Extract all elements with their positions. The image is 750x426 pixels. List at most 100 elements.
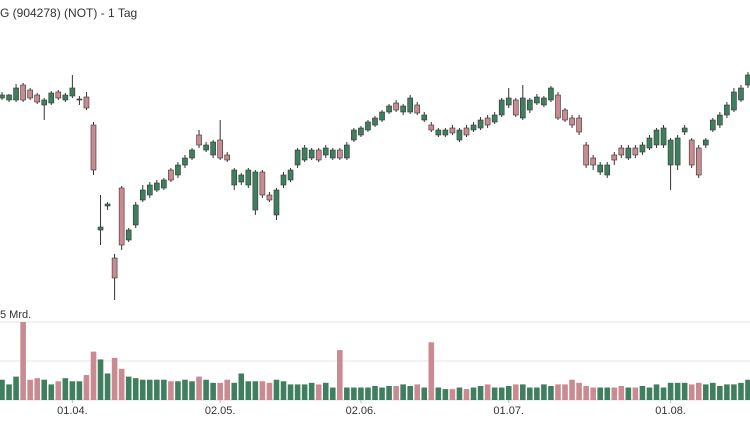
- volume-bar: [583, 386, 589, 400]
- volume-bar: [485, 384, 491, 400]
- volume-bar: [738, 383, 744, 400]
- candle-body: [640, 145, 645, 152]
- candle-body: [654, 130, 659, 145]
- volume-bar: [295, 384, 301, 400]
- candle-body: [668, 140, 673, 165]
- candle-body: [267, 195, 272, 200]
- candle-body: [21, 85, 26, 100]
- volume-bar: [105, 373, 111, 400]
- volume-bar: [0, 380, 5, 400]
- candle-body: [555, 95, 560, 118]
- volume-bar: [56, 381, 62, 400]
- candle-body: [499, 100, 504, 115]
- volume-bar: [393, 386, 399, 400]
- volume-bar: [288, 384, 294, 400]
- x-tick-label: 01.07.: [493, 405, 524, 417]
- volume-bar: [196, 377, 202, 400]
- candle-body: [218, 140, 223, 158]
- candle-body: [415, 105, 420, 113]
- volume-bar: [379, 388, 385, 400]
- volume-bar: [506, 386, 512, 400]
- volume-bar: [77, 381, 83, 400]
- candle-body: [133, 205, 138, 225]
- candle-body: [471, 125, 476, 130]
- volume-bar: [597, 388, 603, 400]
- candle-body: [387, 106, 392, 112]
- candle-body: [534, 97, 539, 103]
- volume-bar: [457, 388, 463, 400]
- volume-bar: [661, 388, 667, 400]
- candle-body: [239, 175, 244, 182]
- candle-body: [570, 118, 575, 125]
- volume-bar: [112, 358, 118, 400]
- volume-bar: [675, 383, 681, 400]
- volume-bar: [745, 380, 750, 400]
- volume-bar: [414, 384, 420, 400]
- candle-body: [49, 93, 54, 103]
- volume-bar: [267, 383, 273, 400]
- candle-body: [175, 165, 180, 175]
- volume-bar: [175, 381, 181, 400]
- volume-bar: [48, 384, 54, 400]
- volume-bar: [576, 383, 582, 400]
- candle-body: [140, 190, 145, 200]
- candle-body: [35, 95, 40, 102]
- volume-bar: [281, 381, 287, 400]
- candle-body: [598, 165, 603, 172]
- volume-bar: [400, 384, 406, 400]
- volume-bar: [13, 377, 19, 400]
- candle-body: [689, 140, 694, 165]
- volume-bar: [126, 377, 132, 400]
- candle-body: [288, 170, 293, 180]
- volume-bar: [619, 386, 625, 400]
- candle-body: [619, 148, 624, 155]
- candle-body: [492, 115, 497, 122]
- volume-bar: [633, 388, 639, 400]
- candle-body: [323, 148, 328, 155]
- volume-bar: [161, 380, 167, 400]
- candle-body: [478, 120, 483, 128]
- candle-body: [738, 88, 743, 100]
- candle-body: [91, 125, 96, 170]
- candle-body: [225, 155, 230, 160]
- volume-bar: [682, 383, 688, 400]
- candle-body: [401, 106, 406, 112]
- volume-bar: [365, 388, 371, 400]
- volume-bar: [203, 380, 209, 400]
- volume-bar: [492, 388, 498, 400]
- candle-body: [513, 100, 518, 115]
- candle-body: [358, 128, 363, 135]
- candle-body: [464, 128, 469, 135]
- volume-bar: [478, 386, 484, 400]
- candle-body: [309, 150, 314, 158]
- volume-bar: [316, 384, 322, 400]
- candle-body: [98, 227, 103, 230]
- x-tick-label: 01.08.: [655, 405, 686, 417]
- volume-bar: [133, 378, 139, 400]
- volume-bar: [541, 384, 547, 400]
- candle-body: [112, 258, 117, 278]
- candle-body: [232, 170, 237, 185]
- volume-bar: [351, 388, 357, 400]
- candle-body: [7, 95, 12, 100]
- candle-body: [422, 115, 427, 120]
- candle-body: [541, 98, 546, 105]
- volume-bar: [231, 383, 237, 400]
- volume-bar: [548, 386, 554, 400]
- candle-body: [70, 88, 75, 96]
- volume-bar: [499, 388, 505, 400]
- candle-body: [28, 90, 33, 98]
- candle-body: [647, 138, 652, 148]
- candle-body: [344, 145, 349, 158]
- volume-bar: [323, 383, 329, 400]
- volume-bar: [63, 378, 69, 400]
- volume-bar: [626, 388, 632, 400]
- candle-body: [746, 75, 750, 85]
- volume-bar: [154, 380, 160, 400]
- volume-bar: [429, 342, 435, 400]
- volume-bar: [182, 380, 188, 400]
- candle-body: [373, 118, 378, 125]
- candle-body: [436, 130, 441, 135]
- x-tick-label: 01.04.: [57, 405, 88, 417]
